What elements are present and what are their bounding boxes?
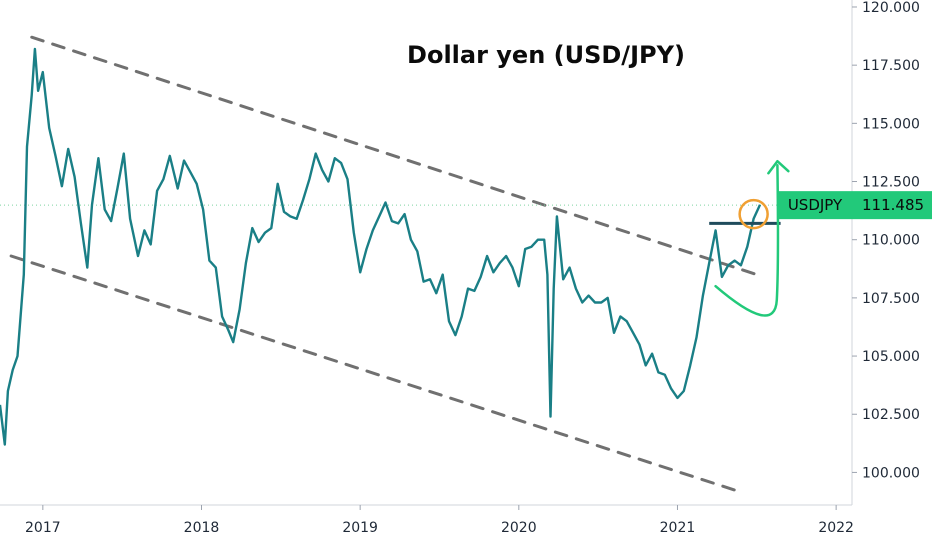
x-tick-label: 2020 <box>501 520 537 536</box>
y-tick-label: 112.500 <box>862 175 920 191</box>
price-tag-symbol: USDJPY <box>788 196 843 214</box>
y-tick-label: 110.000 <box>862 233 920 249</box>
upper-channel-line <box>30 35 759 277</box>
x-tick-label: 2022 <box>818 520 854 536</box>
price-tag-label-box <box>778 191 852 220</box>
y-tick-label: 115.000 <box>862 116 920 132</box>
y-tick-label: 102.500 <box>862 407 920 423</box>
y-tick-label: 117.500 <box>862 58 920 74</box>
breakout-highlight-circle <box>738 198 769 230</box>
x-tick-label: 2017 <box>25 520 61 536</box>
x-tick-label: 2018 <box>184 520 220 536</box>
y-tick-label: 107.500 <box>862 291 920 307</box>
price-tag-value-box <box>852 191 932 220</box>
y-tick-label: 100.000 <box>862 465 920 481</box>
projection-arrow-curve <box>714 163 780 317</box>
series-line-usdjpy[interactable] <box>0 47 762 446</box>
x-tick-label: 2021 <box>660 520 696 536</box>
projection-arrow-head <box>767 159 790 175</box>
x-tick-label: 2019 <box>342 520 378 536</box>
lower-channel-line <box>9 254 740 493</box>
price-tag-value: 111.485 <box>862 196 924 214</box>
y-tick-label: 120.000 <box>862 0 920 16</box>
chart-title: Dollar yen (USD/JPY) <box>407 41 685 69</box>
y-tick-label: 105.000 <box>862 349 920 365</box>
